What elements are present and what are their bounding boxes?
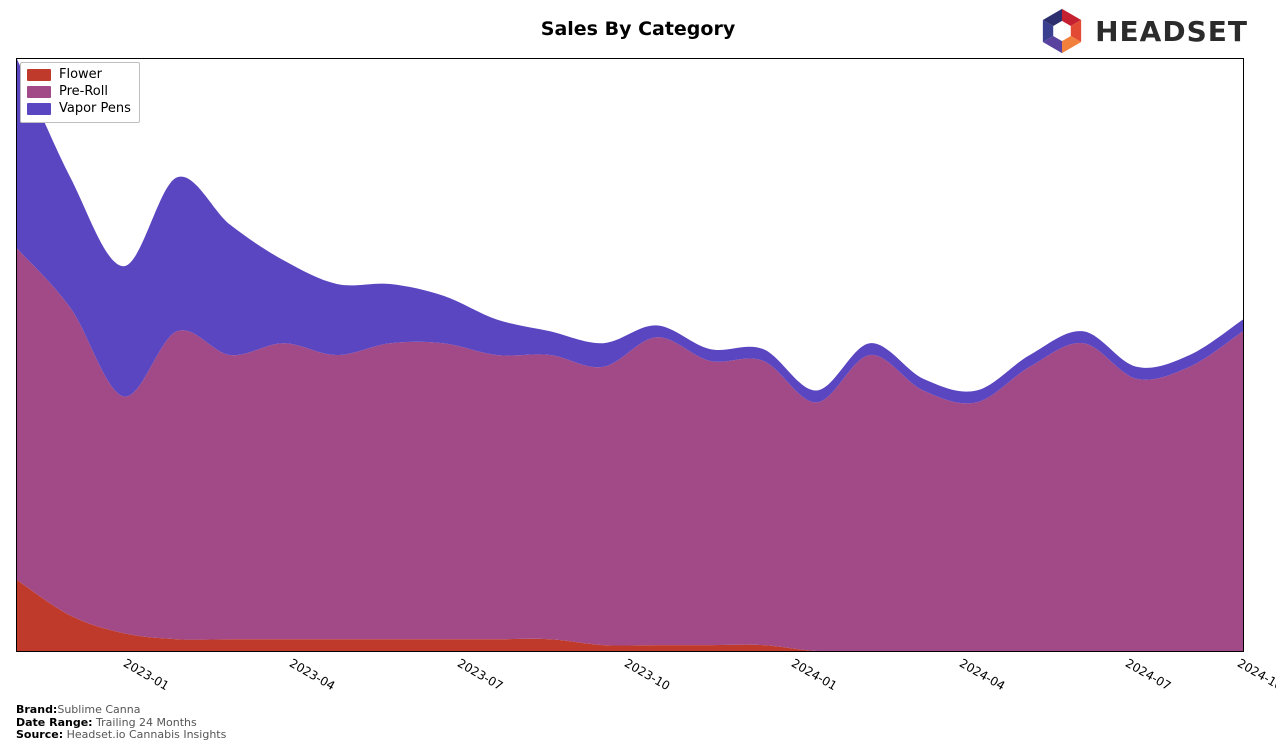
legend-label: Flower	[59, 67, 102, 84]
x-tick-label: 2024-04	[957, 656, 1007, 693]
legend-swatch	[27, 103, 51, 115]
legend-swatch	[27, 69, 51, 81]
footer-value: Trailing 24 Months	[93, 716, 197, 729]
legend-swatch	[27, 86, 51, 98]
brand-logo-text: HEADSET	[1095, 15, 1248, 48]
legend-item: Flower	[27, 67, 131, 84]
x-tick-label: 2024-07	[1123, 656, 1173, 693]
area-chart-svg	[17, 59, 1243, 651]
chart-footer: Brand:Sublime Canna Date Range: Trailing…	[16, 704, 226, 742]
x-tick-label: 2024-01	[789, 656, 839, 693]
headset-icon	[1039, 8, 1085, 54]
area-chart	[16, 58, 1244, 652]
footer-label: Brand:	[16, 703, 57, 716]
footer-label: Date Range:	[16, 716, 93, 729]
x-tick-label: 2024-10	[1235, 656, 1276, 693]
brand-logo: HEADSET	[1039, 8, 1248, 54]
footer-value: Headset.io Cannabis Insights	[63, 728, 226, 741]
legend-label: Pre-Roll	[59, 84, 108, 101]
chart-container: Sales By Category HEADSET Flower Pre-Rol…	[0, 0, 1276, 746]
legend-label: Vapor Pens	[59, 101, 131, 118]
x-tick-label: 2023-07	[455, 656, 505, 693]
legend: Flower Pre-Roll Vapor Pens	[20, 62, 140, 123]
footer-label: Source:	[16, 728, 63, 741]
legend-item: Vapor Pens	[27, 101, 131, 118]
legend-item: Pre-Roll	[27, 84, 131, 101]
footer-line: Source: Headset.io Cannabis Insights	[16, 729, 226, 742]
x-tick-label: 2023-04	[287, 656, 337, 693]
x-tick-label: 2023-01	[121, 656, 171, 693]
x-tick-label: 2023-10	[622, 656, 672, 693]
footer-value: Sublime Canna	[57, 703, 140, 716]
